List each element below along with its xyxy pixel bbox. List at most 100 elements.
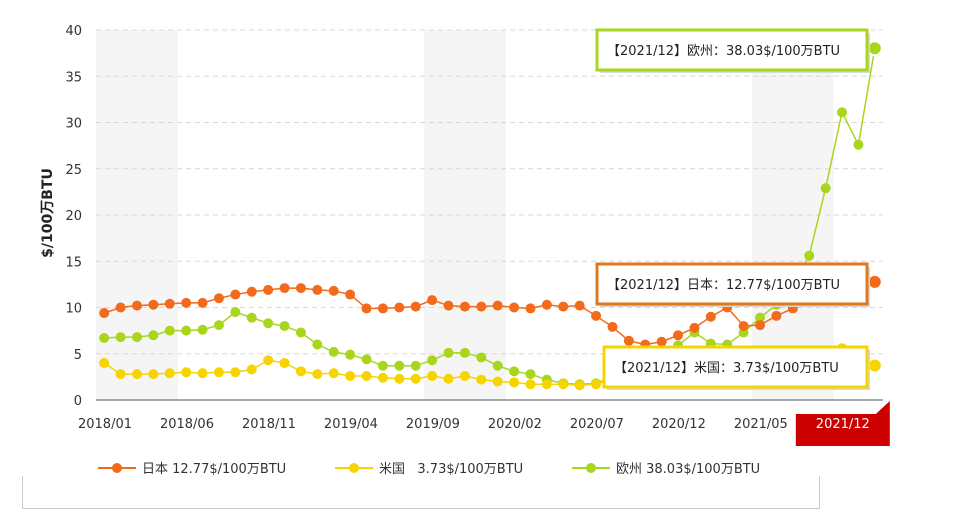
data-point[interactable] — [492, 376, 503, 387]
data-point[interactable] — [427, 355, 438, 366]
legend-label[interactable]: 日本 12.77$/100万BTU — [142, 462, 286, 477]
data-point[interactable] — [148, 299, 159, 310]
data-point[interactable] — [164, 298, 175, 309]
data-point[interactable] — [738, 321, 749, 331]
legend-label[interactable]: 欧州 38.03$/100万BTU — [616, 462, 760, 477]
data-point[interactable] — [459, 301, 470, 312]
data-point[interactable] — [345, 349, 356, 360]
data-point[interactable] — [574, 380, 585, 391]
data-point[interactable] — [509, 366, 520, 377]
data-point[interactable] — [164, 325, 175, 336]
data-point[interactable] — [443, 347, 454, 358]
data-point[interactable] — [705, 311, 716, 322]
data-point[interactable] — [853, 139, 864, 150]
data-point[interactable] — [755, 320, 766, 331]
data-point[interactable] — [279, 283, 290, 294]
data-point[interactable] — [591, 379, 602, 390]
data-point[interactable] — [427, 295, 438, 306]
data-point[interactable] — [181, 367, 192, 378]
data-point[interactable] — [410, 301, 421, 312]
data-point[interactable] — [394, 302, 405, 313]
data-point[interactable] — [656, 336, 667, 347]
legend-marker[interactable] — [586, 463, 596, 473]
data-point[interactable] — [99, 333, 110, 344]
legend-marker[interactable] — [112, 463, 122, 473]
data-point[interactable] — [509, 302, 520, 313]
data-point[interactable] — [558, 379, 569, 390]
data-point[interactable] — [197, 324, 208, 335]
data-point[interactable] — [673, 330, 684, 341]
data-point[interactable] — [820, 183, 831, 194]
data-point[interactable] — [181, 297, 192, 308]
data-point[interactable] — [279, 358, 290, 368]
data-point[interactable] — [312, 284, 323, 295]
data-point[interactable] — [361, 370, 372, 381]
data-point[interactable] — [574, 300, 585, 311]
data-point[interactable] — [394, 360, 405, 371]
data-point[interactable] — [181, 325, 192, 336]
data-point[interactable] — [689, 322, 700, 333]
data-point[interactable] — [164, 368, 175, 379]
data-point[interactable] — [230, 307, 241, 318]
data-point[interactable] — [246, 364, 257, 375]
data-point[interactable] — [295, 283, 306, 294]
data-point[interactable] — [295, 366, 306, 377]
data-point[interactable] — [213, 367, 224, 378]
data-point[interactable] — [377, 360, 388, 371]
data-point[interactable] — [197, 368, 208, 379]
data-point[interactable] — [459, 370, 470, 381]
data-point[interactable] — [361, 354, 372, 365]
data-point[interactable] — [148, 330, 159, 341]
data-point[interactable] — [312, 339, 323, 350]
data-point[interactable] — [99, 308, 110, 319]
data-point[interactable] — [345, 370, 356, 381]
data-point[interactable] — [131, 300, 142, 311]
data-point[interactable] — [197, 297, 208, 308]
data-point[interactable] — [476, 352, 487, 363]
data-point[interactable] — [492, 360, 503, 371]
data-point[interactable] — [427, 370, 438, 381]
data-point[interactable] — [312, 369, 323, 380]
data-point[interactable] — [115, 332, 126, 343]
data-point[interactable] — [361, 303, 372, 314]
data-point[interactable] — [115, 369, 126, 380]
legend-label[interactable]: 米国 3.73$/100万BTU — [379, 462, 523, 477]
data-point[interactable] — [541, 299, 552, 310]
data-point[interactable] — [476, 374, 487, 385]
data-point[interactable] — [263, 284, 274, 295]
data-point[interactable] — [230, 367, 241, 378]
data-point[interactable] — [377, 303, 388, 314]
data-point[interactable] — [558, 301, 569, 312]
data-point[interactable] — [837, 107, 848, 118]
data-point[interactable] — [459, 347, 470, 358]
data-point[interactable] — [99, 358, 110, 368]
data-point[interactable] — [230, 289, 241, 300]
data-point[interactable] — [443, 300, 454, 311]
data-point[interactable] — [492, 300, 503, 311]
data-point[interactable] — [328, 346, 339, 357]
data-point[interactable] — [328, 368, 339, 379]
data-point[interactable] — [213, 320, 224, 331]
data-point[interactable] — [607, 321, 618, 332]
data-point[interactable] — [246, 286, 257, 297]
data-point[interactable] — [131, 369, 142, 380]
data-point[interactable] — [263, 318, 274, 329]
data-point[interactable] — [525, 379, 536, 390]
data-point[interactable] — [443, 373, 454, 384]
data-point[interactable] — [804, 250, 815, 261]
data-point[interactable] — [476, 301, 487, 312]
data-point[interactable] — [345, 289, 356, 300]
data-point[interactable] — [541, 379, 552, 390]
data-point[interactable] — [394, 373, 405, 384]
data-point[interactable] — [295, 327, 306, 338]
data-point[interactable] — [525, 303, 536, 314]
data-point[interactable] — [623, 335, 634, 346]
legend-marker[interactable] — [349, 463, 359, 473]
data-point[interactable] — [246, 312, 257, 323]
data-point[interactable] — [410, 360, 421, 371]
data-point[interactable] — [410, 373, 421, 384]
data-point[interactable] — [131, 332, 142, 343]
data-point[interactable] — [525, 369, 536, 380]
data-point[interactable] — [279, 321, 290, 331]
data-point[interactable] — [591, 310, 602, 321]
